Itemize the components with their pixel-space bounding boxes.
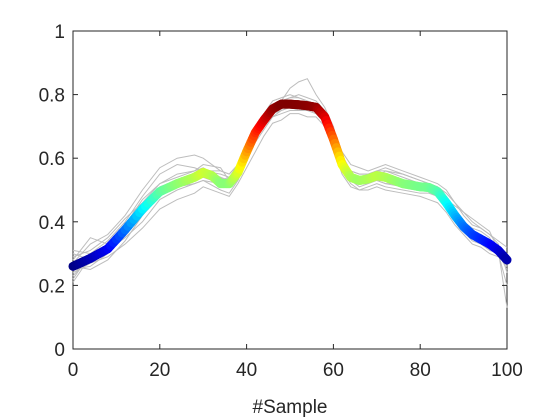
x-tick-label: 80 [410, 360, 431, 381]
y-tick-label: 0.8 [39, 86, 65, 107]
mean-line [68, 99, 512, 271]
x-tick-label: 100 [491, 360, 523, 381]
x-tick-label: 60 [323, 360, 344, 381]
y-tick-label: 0.4 [39, 213, 66, 234]
x-tick-label: 40 [236, 360, 257, 381]
y-tick-label: 0.2 [39, 276, 65, 297]
x-axis-label: #Sample [253, 397, 328, 418]
y-tick-label: 0 [54, 340, 65, 361]
x-tick-label: 0 [68, 360, 79, 381]
sample-line-4 [72, 94, 508, 273]
y-tick-label: 0.6 [39, 149, 65, 170]
x-tick-label: 20 [149, 360, 170, 381]
sample-line-5 [72, 113, 508, 274]
y-ticks: 0 0.2 0.4 0.6 0.8 1 [39, 22, 507, 361]
mean-line-segment [501, 253, 512, 265]
y-tick-label: 1 [54, 22, 65, 43]
x-ticks: 0 20 40 60 80 100 [68, 31, 523, 381]
